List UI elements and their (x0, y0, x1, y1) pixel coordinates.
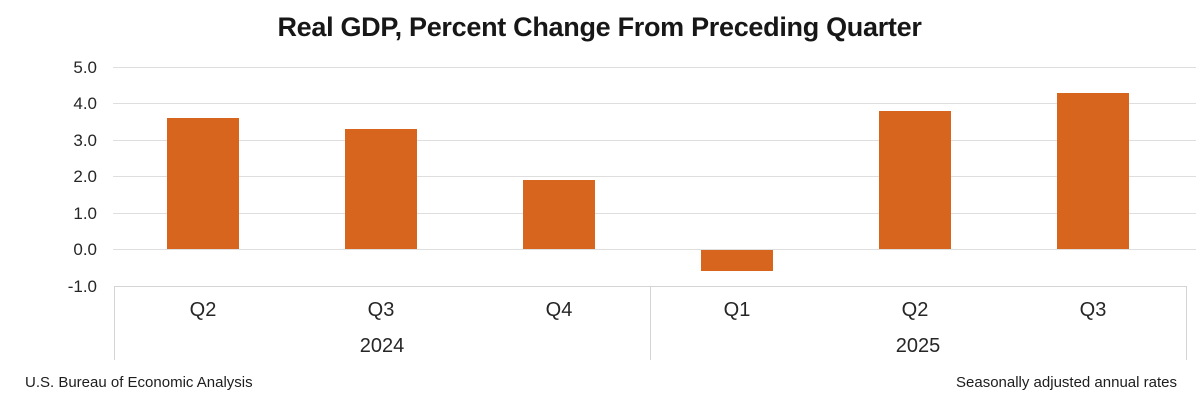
bar-Q1-2025 (701, 249, 773, 272)
bar-Q2-2024 (167, 118, 239, 250)
gridline-y-2.0 (113, 176, 1196, 177)
x-axis-quarter-label: Q2 (189, 299, 217, 321)
bar-Q3-2024 (345, 129, 417, 250)
gridline-y-5.0 (113, 66, 1196, 68)
x-axis-year-label-2025: 2025 (895, 335, 941, 357)
source-footnote: U.S. Bureau of Economic Analysis (25, 374, 253, 391)
y-axis-tick-label: 0.0 (73, 240, 97, 259)
x-axis-quarter-label: Q2 (901, 299, 929, 321)
x-axis-quarter-label: Q4 (545, 299, 573, 321)
bar-Q4-2024 (523, 180, 595, 250)
x-axis-quarter-label: Q1 (723, 299, 751, 321)
y-axis-tick-label: 4.0 (73, 94, 97, 113)
chart-title: Real GDP, Percent Change From Preceding … (277, 12, 922, 42)
x-axis-group-separator-0 (114, 286, 115, 360)
x-axis-group-separator-1 (650, 286, 651, 360)
x-axis-year-label-2024: 2024 (359, 335, 405, 357)
bar-Q3-2025 (1057, 92, 1129, 250)
rates-footnote: Seasonally adjusted annual rates (956, 374, 1177, 391)
x-axis-quarter-label: Q3 (367, 299, 395, 321)
gridline-y-3.0 (113, 139, 1196, 141)
y-axis-tick-label: 5.0 (73, 57, 97, 77)
gridline-y-1.0 (113, 212, 1196, 214)
bar-Q2-2025 (879, 110, 951, 250)
x-axis-group-separator-2 (1186, 286, 1187, 360)
x-axis-quarter-label: Q3 (1079, 299, 1107, 321)
gridline-y-0.0 (113, 249, 1196, 250)
y-axis-tick-label: 2.0 (73, 167, 97, 186)
y-axis-tick-label: -1.0 (67, 276, 97, 296)
y-axis-tick-label: 3.0 (73, 130, 97, 150)
y-axis-tick-label: 1.0 (73, 203, 97, 223)
gridline-y-4.0 (113, 103, 1196, 104)
